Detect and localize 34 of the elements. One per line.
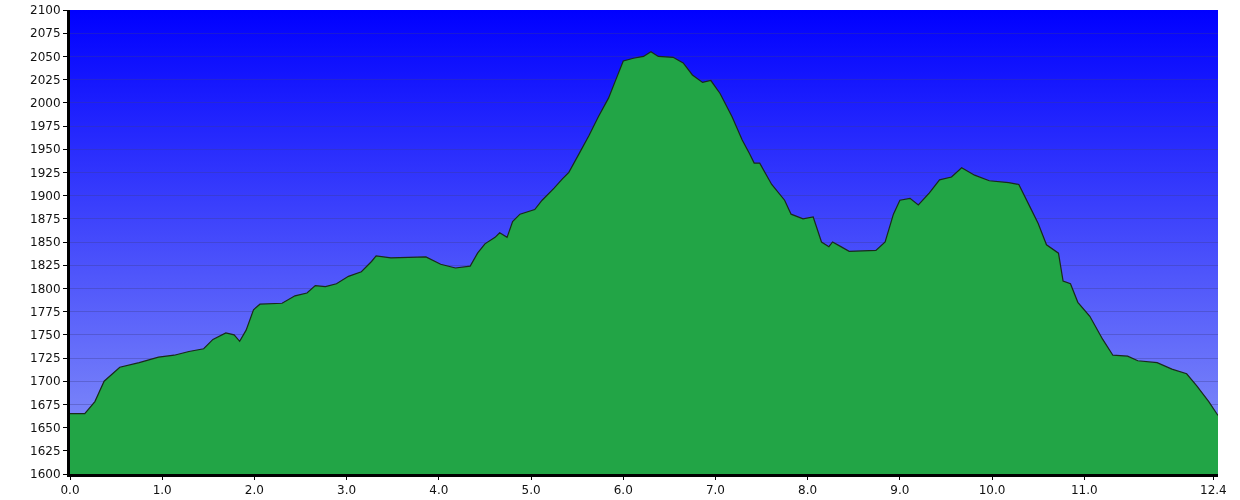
x-tick-label: 12.4 (1200, 483, 1227, 498)
x-tick-label: 0.0 (60, 483, 80, 498)
x-tick-label: 3.0 (337, 483, 357, 498)
y-tick-label: 1800 (30, 281, 61, 296)
x-tick-label: 6.0 (613, 483, 633, 498)
x-tick-label: 10.0 (978, 483, 1006, 498)
y-tick-label: 1750 (30, 328, 61, 342)
y-tick-label: 1950 (30, 142, 61, 157)
x-tick-label: 2.0 (244, 483, 264, 498)
x-tick-label: 9.0 (890, 483, 910, 498)
y-tick-label: 2100 (30, 3, 61, 18)
y-tick-label: 1900 (30, 188, 61, 203)
y-tick-label: 1700 (30, 374, 61, 389)
y-tick-label: 1725 (30, 351, 61, 366)
x-tick-label: 8.0 (798, 483, 818, 498)
x-tick-label: 4.0 (429, 483, 449, 498)
y-tick-label: 1925 (30, 165, 61, 180)
y-tick-label: 2025 (30, 72, 61, 87)
y-tick-label: 1850 (30, 235, 61, 250)
y-tick-label: 2000 (30, 96, 61, 110)
y-tick-label: 1600 (30, 467, 61, 482)
y-tick-label: 1875 (30, 212, 61, 226)
y-tick-label: 2050 (30, 49, 61, 64)
y-tick-label: 2075 (30, 26, 61, 41)
y-tick-label: 1625 (30, 444, 61, 458)
x-tick-label: 11.0 (1070, 483, 1098, 498)
y-tick-label: 1825 (30, 258, 61, 273)
y-tick-label: 1675 (30, 397, 61, 412)
y-tick-label: 1975 (30, 119, 61, 134)
y-tick-label: 1650 (30, 420, 61, 435)
x-tick-label: 5.0 (521, 483, 541, 498)
x-tick-label: 7.0 (705, 483, 726, 498)
x-tick-label: 1.0 (152, 483, 172, 498)
y-tick-label: 1775 (30, 304, 61, 319)
